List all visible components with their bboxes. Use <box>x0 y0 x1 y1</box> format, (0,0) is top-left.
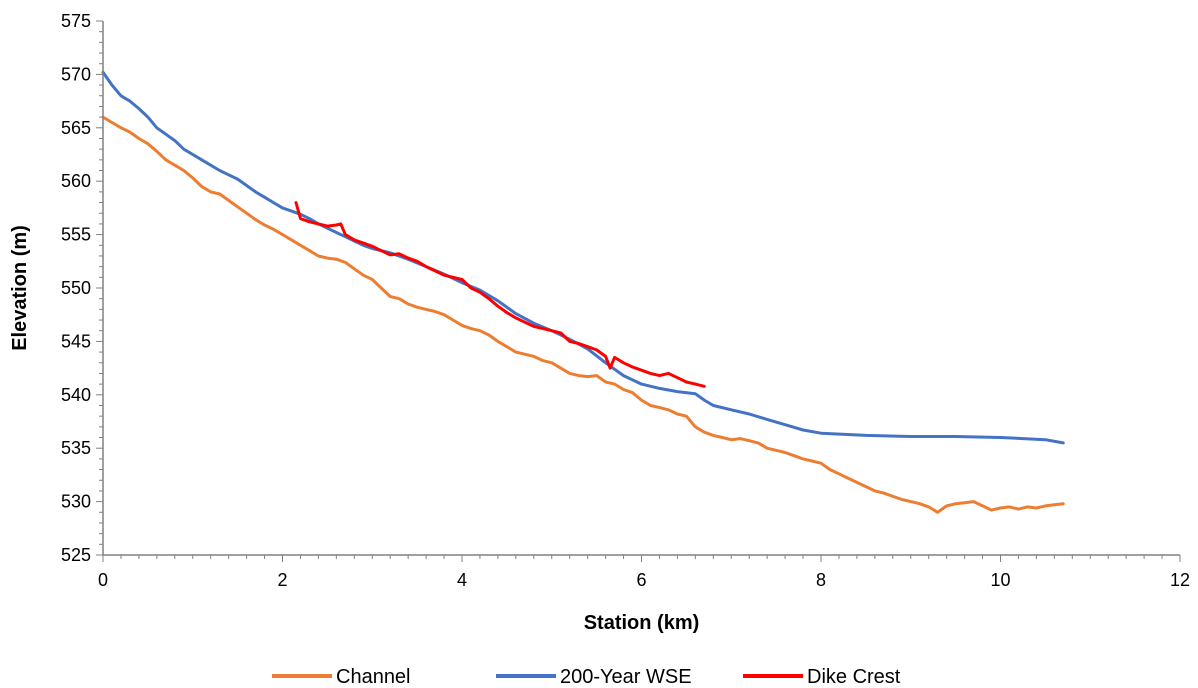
x-tick-label: 6 <box>636 570 646 590</box>
y-tick-label: 540 <box>61 385 91 405</box>
x-tick-label: 12 <box>1170 570 1190 590</box>
y-tick-label: 555 <box>61 225 91 245</box>
y-tick-label: 545 <box>61 331 91 351</box>
y-axis-title: Elevation (m) <box>9 225 31 351</box>
y-tick-label: 530 <box>61 492 91 512</box>
series-layer <box>101 70 1065 514</box>
y-tick-label: 565 <box>61 118 91 138</box>
y-tick-label: 575 <box>61 11 91 31</box>
series-line-dike-crest <box>294 201 706 388</box>
x-tick-label: 0 <box>98 570 108 590</box>
y-tick-label: 525 <box>61 545 91 565</box>
x-ticks: 0 2 4 6 8 10 12 <box>98 555 1190 590</box>
series-line-200-year-wse <box>101 70 1065 445</box>
y-tick-label: 535 <box>61 438 91 458</box>
x-tick-label: 8 <box>816 570 826 590</box>
x-tick-label: 4 <box>457 570 467 590</box>
series-line-channel <box>101 115 1065 514</box>
x-tick-label: 2 <box>277 570 287 590</box>
x-axis-title: Station (km) <box>584 612 700 634</box>
legend-label-channel: Channel <box>336 666 411 688</box>
y-tick-label: 570 <box>61 64 91 84</box>
y-tick-label: 550 <box>61 278 91 298</box>
legend-label-200-year-wse: 200-Year WSE <box>560 666 692 688</box>
plot-area: 0 2 4 6 8 10 12 525 530 535 540 545 550 555 560 565 570… <box>61 11 1190 590</box>
y-tick-label: 560 <box>61 171 91 191</box>
x-tick-label: 10 <box>990 570 1010 590</box>
legend: Channel 200-Year WSE Dike Crest <box>272 666 901 688</box>
legend-label-dike-crest: Dike Crest <box>807 666 901 688</box>
y-ticks: 525 530 535 540 545 550 555 560 565 570 575 <box>61 11 103 565</box>
